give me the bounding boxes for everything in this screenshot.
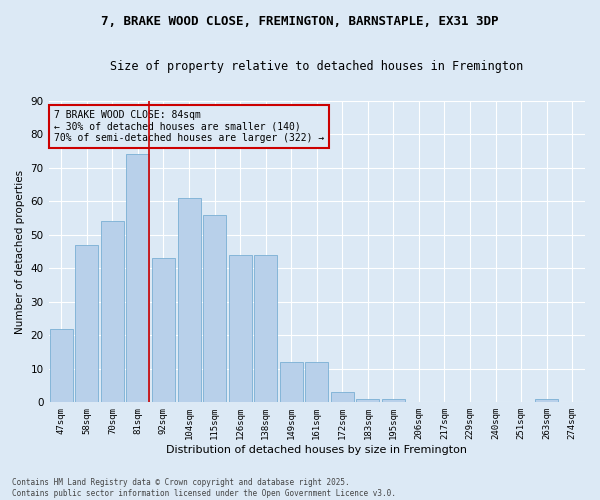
Bar bbox=[50, 328, 73, 402]
Bar bbox=[178, 198, 200, 402]
Title: Size of property relative to detached houses in Fremington: Size of property relative to detached ho… bbox=[110, 60, 523, 73]
Bar bbox=[152, 258, 175, 402]
X-axis label: Distribution of detached houses by size in Fremington: Distribution of detached houses by size … bbox=[166, 445, 467, 455]
Bar bbox=[535, 399, 558, 402]
Y-axis label: Number of detached properties: Number of detached properties bbox=[15, 170, 25, 334]
Bar bbox=[203, 214, 226, 402]
Bar bbox=[229, 255, 251, 402]
Bar bbox=[76, 244, 98, 402]
Bar bbox=[331, 392, 354, 402]
Bar bbox=[280, 362, 303, 403]
Bar bbox=[254, 255, 277, 402]
Bar bbox=[356, 399, 379, 402]
Text: 7 BRAKE WOOD CLOSE: 84sqm
← 30% of detached houses are smaller (140)
70% of semi: 7 BRAKE WOOD CLOSE: 84sqm ← 30% of detac… bbox=[54, 110, 324, 143]
Bar bbox=[101, 222, 124, 402]
Bar bbox=[305, 362, 328, 403]
Text: 7, BRAKE WOOD CLOSE, FREMINGTON, BARNSTAPLE, EX31 3DP: 7, BRAKE WOOD CLOSE, FREMINGTON, BARNSTA… bbox=[101, 15, 499, 28]
Text: Contains HM Land Registry data © Crown copyright and database right 2025.
Contai: Contains HM Land Registry data © Crown c… bbox=[12, 478, 396, 498]
Bar bbox=[382, 399, 405, 402]
Bar bbox=[127, 154, 149, 402]
